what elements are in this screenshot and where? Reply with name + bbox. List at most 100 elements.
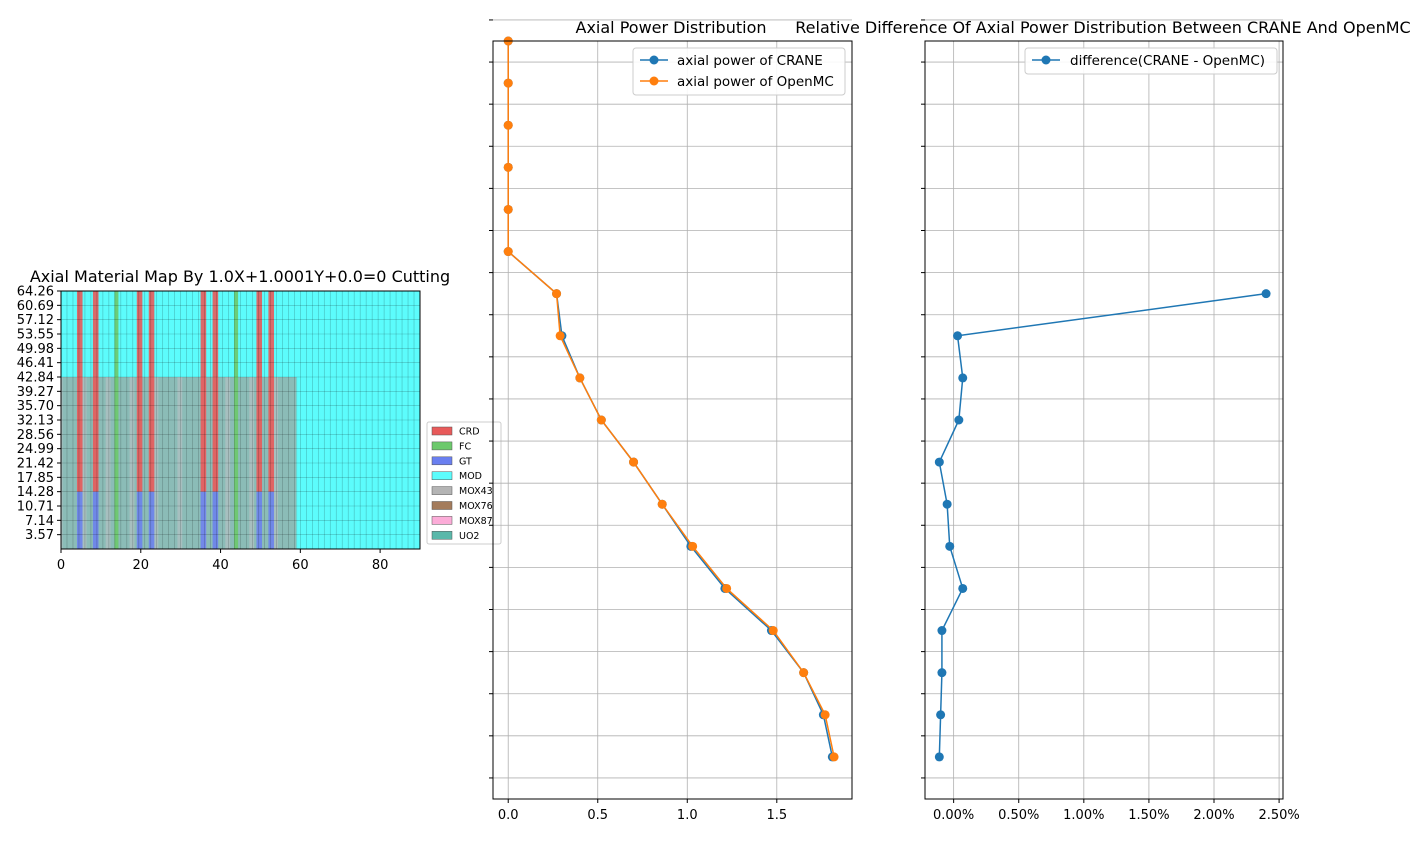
power-legend-frame	[632, 47, 846, 96]
power-series-point-1	[799, 668, 809, 678]
difference-ticks: 0.00% 0.50% 1.00% 1.50% 2.00% 2.50%	[921, 19, 1300, 823]
map-legend-label: FC	[459, 441, 471, 452]
material-map-body	[61, 291, 420, 549]
difference-series-point-0	[934, 457, 944, 467]
map-guide-tube	[92, 491, 99, 549]
map-control-rod	[76, 291, 83, 492]
difference-series-point-0	[954, 415, 964, 425]
map-y-tick-label: 60.69	[17, 299, 54, 314]
difference-series-line-0	[938, 292, 1267, 757]
map-fuel-pin	[62, 377, 82, 549]
map-y-tick-label: 10.71	[17, 500, 54, 515]
map-legend-swatch	[431, 471, 453, 480]
map-legend-swatch	[431, 531, 453, 540]
material-map-title: Axial Material Map By 1.0X+1.0001Y+0.0=0…	[30, 267, 450, 286]
map-guide-tube	[136, 491, 143, 549]
map-guide-tube	[76, 491, 83, 549]
power-series-point-1	[503, 78, 513, 88]
map-fuel-pin	[182, 377, 202, 549]
power-series-point-1	[555, 331, 565, 341]
map-control-rod	[148, 291, 155, 492]
map-y-tick-label: 7.14	[25, 514, 54, 529]
map-fuel-pin	[158, 377, 178, 549]
map-legend-swatch	[431, 426, 453, 436]
legend-label-crane: axial power of CRANE	[677, 53, 823, 69]
map-legend-swatch	[431, 501, 453, 510]
material-map-y-ticks: 3.577.1410.7114.2817.8521.4224.9928.5632…	[17, 285, 61, 543]
legend-marker-crane	[649, 55, 659, 65]
power-series-point-1	[552, 289, 562, 299]
difference-series-point-0	[937, 668, 947, 678]
difference-grid	[925, 19, 1283, 799]
map-y-tick-label: 42.84	[17, 371, 54, 386]
map-legend-swatch	[431, 516, 453, 525]
map-fission-chamber	[114, 291, 119, 549]
map-x-tick-label: 80	[372, 558, 389, 573]
difference-x-tick-label: 1.50%	[1128, 808, 1169, 823]
map-y-tick-label: 53.55	[17, 328, 54, 343]
power-series-point-1	[657, 499, 667, 509]
difference-series-point-0	[953, 331, 963, 341]
difference-legend-frame	[1024, 47, 1278, 75]
power-series-point-1	[820, 710, 830, 720]
map-legend-label: MOX87	[459, 516, 493, 527]
power-x-tick-label: 0.0	[498, 808, 519, 823]
difference-legend: difference(CRANE - OpenMC)	[1024, 47, 1278, 75]
map-guide-tube	[200, 491, 207, 549]
map-y-tick-label: 64.26	[17, 285, 54, 300]
map-control-rod	[136, 291, 143, 492]
map-y-tick-label: 46.41	[17, 356, 54, 371]
power-grid	[493, 19, 852, 799]
map-x-tick-label: 20	[133, 558, 150, 573]
power-series-line-1	[507, 41, 835, 758]
material-map-x-ticks: 0 20 40 60 80	[57, 549, 389, 573]
map-y-tick-label: 49.98	[17, 342, 54, 357]
map-legend-label: CRD	[459, 427, 480, 438]
map-y-tick-label: 39.27	[17, 385, 54, 400]
power-panel: Axial Power Distribution 0.0 0.5 1.0 1.5 ax…	[489, 18, 853, 823]
map-y-tick-label: 28.56	[17, 428, 54, 443]
difference-x-tick-label: 0.00%	[933, 808, 974, 823]
difference-series-point-0	[934, 752, 944, 762]
power-series	[503, 36, 839, 762]
power-series-point-1	[688, 541, 698, 551]
map-y-tick-label: 24.99	[17, 442, 54, 457]
map-fission-chamber	[234, 291, 239, 549]
map-legend-label: UO2	[459, 531, 479, 542]
power-series-point-1	[722, 583, 732, 593]
difference-x-tick-label: 0.50%	[998, 808, 1039, 823]
map-x-tick-label: 40	[212, 558, 229, 573]
map-guide-tube	[256, 491, 263, 549]
difference-x-tick-label: 2.00%	[1193, 808, 1234, 823]
difference-series-point-0	[936, 710, 946, 720]
power-chart-title: Axial Power Distribution	[576, 18, 767, 37]
difference-x-tick-label: 2.50%	[1258, 808, 1299, 823]
difference-series-point-0	[958, 373, 968, 383]
power-series-point-1	[503, 204, 513, 214]
power-x-tick-label: 0.5	[587, 808, 608, 823]
difference-series-point-0	[958, 583, 968, 593]
map-legend-label: MOD	[459, 471, 482, 482]
power-series-point-1	[575, 373, 585, 383]
map-legend-label: MOX76	[459, 501, 493, 512]
map-y-tick-label: 35.70	[17, 399, 54, 414]
difference-series-point-0	[1261, 289, 1271, 299]
power-series-point-1	[503, 120, 513, 130]
legend-label-difference: difference(CRANE - OpenMC)	[1070, 53, 1265, 69]
power-series-point-1	[829, 752, 839, 762]
power-ticks: 0.0 0.5 1.0 1.5	[489, 19, 787, 823]
difference-x-tick-label: 1.00%	[1063, 808, 1104, 823]
map-legend-label: MOX43	[459, 486, 493, 497]
difference-chart-title: Relative Difference Of Axial Power Distr…	[795, 18, 1410, 37]
difference-series-point-0	[937, 626, 947, 636]
map-control-rod	[200, 291, 207, 492]
map-y-tick-label: 14.28	[17, 485, 54, 500]
power-legend: axial power of CRANE axial power of Open…	[632, 47, 846, 96]
material-map-legend: CRD FC GT MOD MOX43 MOX76 MOX87 UO2	[426, 421, 502, 545]
map-guide-tube	[212, 491, 219, 549]
power-x-tick-label: 1.0	[677, 808, 698, 823]
map-guide-tube	[268, 491, 275, 549]
difference-series	[934, 289, 1271, 762]
map-x-tick-label: 0	[57, 558, 65, 573]
